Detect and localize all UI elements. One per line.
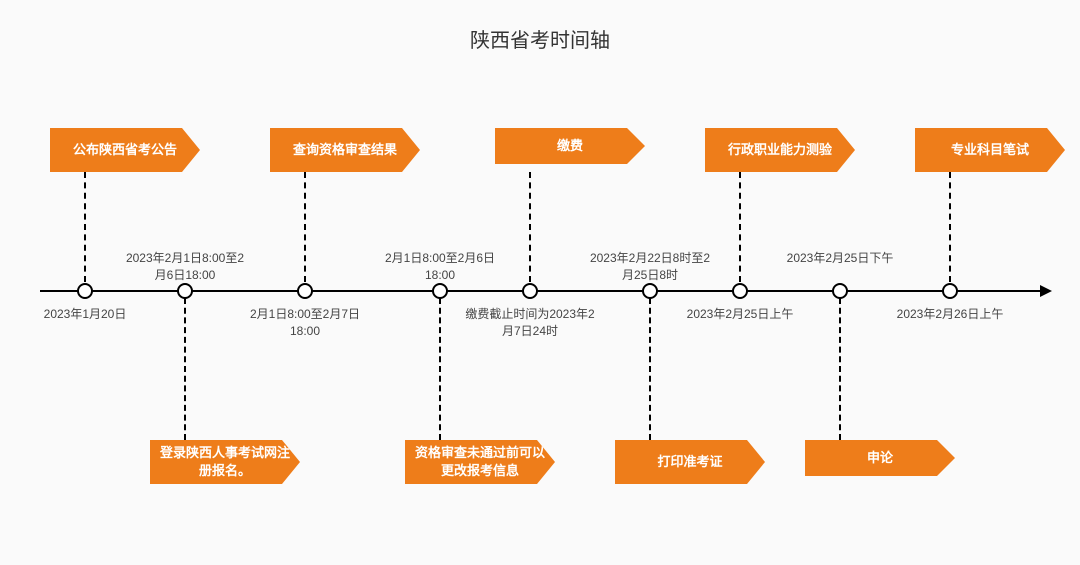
timeline-tag: 缴费	[495, 128, 645, 164]
timeline-connector	[739, 172, 741, 282]
timeline-connector	[304, 172, 306, 282]
timeline-tag: 申论	[805, 440, 955, 476]
timeline-node	[832, 283, 848, 299]
timeline-tag: 专业科目笔试	[915, 128, 1065, 172]
timeline-node	[732, 283, 748, 299]
timeline-connector	[839, 298, 841, 440]
timeline-date: 2023年2月1日8:00至2月6日18:00	[120, 250, 250, 284]
timeline-node	[432, 283, 448, 299]
timeline-node	[642, 283, 658, 299]
timeline-date: 2023年2月22日8时至2月25日8时	[585, 250, 715, 284]
timeline-tag: 资格审查未通过前可以更改报考信息	[405, 440, 555, 484]
timeline-node	[177, 283, 193, 299]
timeline-connector	[439, 298, 441, 440]
timeline-date: 2023年2月25日上午	[675, 306, 805, 323]
timeline-connector	[529, 172, 531, 282]
timeline-node	[942, 283, 958, 299]
timeline-date: 2023年2月25日下午	[775, 250, 905, 267]
timeline-date: 2月1日8:00至2月7日18:00	[240, 306, 370, 340]
timeline-tag: 登录陕西人事考试网注册报名。	[150, 440, 300, 484]
timeline-node	[522, 283, 538, 299]
timeline-node	[77, 283, 93, 299]
timeline-date: 缴费截止时间为2023年2月7日24时	[465, 306, 595, 340]
timeline-tag: 查询资格审查结果	[270, 128, 420, 172]
timeline-connector	[949, 172, 951, 282]
timeline-connector	[84, 172, 86, 282]
timeline-tag: 行政职业能力测验	[705, 128, 855, 172]
timeline-date: 2月1日8:00至2月6日18:00	[375, 250, 505, 284]
timeline-tag: 打印准考证	[615, 440, 765, 484]
timeline-date: 2023年2月26日上午	[885, 306, 1015, 323]
timeline-tag: 公布陕西省考公告	[50, 128, 200, 172]
timeline-date: 2023年1月20日	[20, 306, 150, 323]
timeline-node	[297, 283, 313, 299]
timeline-connector	[184, 298, 186, 440]
timeline: 2023年1月20日公布陕西省考公告2023年2月1日8:00至2月6日18:0…	[40, 0, 1050, 565]
timeline-connector	[649, 298, 651, 440]
